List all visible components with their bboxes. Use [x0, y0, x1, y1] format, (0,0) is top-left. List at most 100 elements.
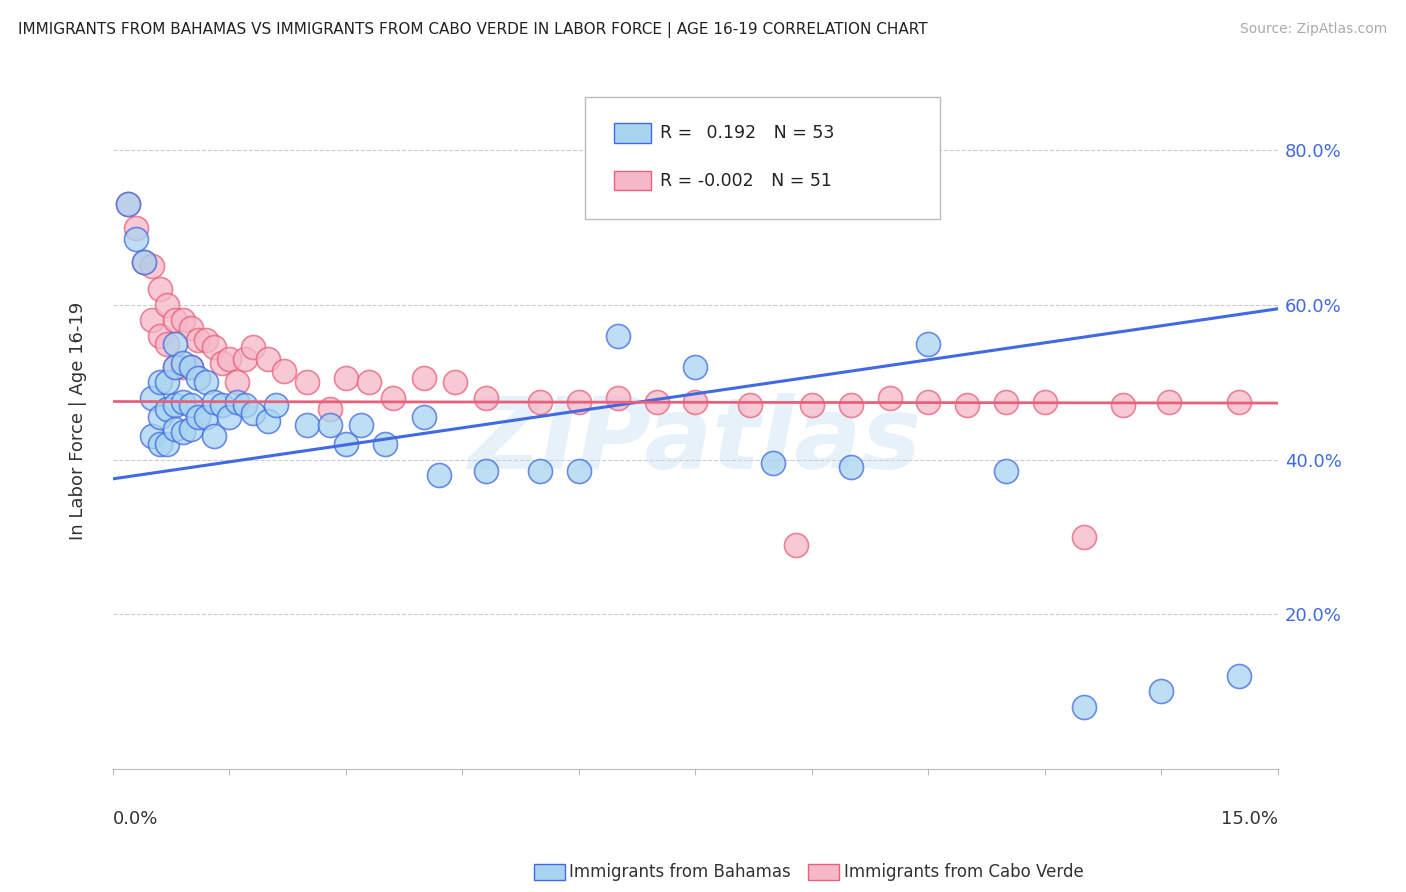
Point [172, 356, 194, 370]
Point [685, 359, 707, 374]
Point [233, 351, 256, 366]
Point [242, 406, 264, 420]
Point [165, 359, 187, 374]
Point [319, 402, 342, 417]
Text: 15.0%: 15.0% [1220, 811, 1278, 829]
Point [141, 259, 163, 273]
Point [202, 340, 225, 354]
Point [211, 398, 233, 412]
Point [195, 409, 218, 424]
Point [956, 398, 979, 412]
Point [917, 394, 939, 409]
Text: ZIPatlas: ZIPatlas [468, 393, 922, 491]
Point [156, 298, 179, 312]
Text: Source: ZipAtlas.com: Source: ZipAtlas.com [1240, 22, 1388, 37]
Point [1159, 394, 1181, 409]
Point [295, 417, 318, 432]
Point [995, 394, 1018, 409]
Point [350, 417, 373, 432]
Point [180, 321, 202, 335]
Point [335, 371, 357, 385]
Point [381, 391, 404, 405]
Point [180, 359, 202, 374]
Point [800, 398, 823, 412]
Point [529, 394, 551, 409]
Point [474, 391, 496, 405]
Point [125, 232, 148, 246]
Point [738, 398, 761, 412]
Point [995, 464, 1018, 478]
Point [474, 464, 496, 478]
FancyBboxPatch shape [585, 97, 941, 219]
Point [529, 464, 551, 478]
Point [172, 425, 194, 440]
Text: IMMIGRANTS FROM BAHAMAS VS IMMIGRANTS FROM CABO VERDE IN LABOR FORCE | AGE 16-19: IMMIGRANTS FROM BAHAMAS VS IMMIGRANTS FR… [18, 22, 928, 38]
Point [606, 391, 628, 405]
Point [785, 537, 807, 551]
Point [762, 456, 785, 470]
Point [187, 409, 209, 424]
Point [1227, 669, 1250, 683]
Point [1111, 398, 1133, 412]
Point [1033, 394, 1056, 409]
Point [165, 359, 187, 374]
Point [148, 282, 170, 296]
Point [156, 402, 179, 417]
Point [839, 460, 862, 475]
Point [242, 340, 264, 354]
Point [165, 336, 187, 351]
Point [879, 391, 901, 405]
Point [374, 437, 396, 451]
Point [180, 398, 202, 412]
Bar [614, 123, 651, 143]
Text: R =  0.192  N = 53: R = 0.192 N = 53 [661, 124, 835, 142]
Point [257, 351, 280, 366]
Point [917, 336, 939, 351]
Point [202, 394, 225, 409]
Point [132, 255, 155, 269]
Text: R = -0.002  N = 51: R = -0.002 N = 51 [661, 171, 832, 189]
Point [233, 398, 256, 412]
Point [202, 429, 225, 443]
Point [264, 398, 287, 412]
Point [568, 394, 591, 409]
Point [156, 437, 179, 451]
Point [141, 391, 163, 405]
Point [156, 336, 179, 351]
Point [165, 421, 187, 435]
Point [180, 359, 202, 374]
Point [645, 394, 668, 409]
Point [257, 414, 280, 428]
Point [295, 375, 318, 389]
Bar [614, 170, 651, 190]
Point [1073, 699, 1095, 714]
Point [148, 375, 170, 389]
Point [148, 409, 170, 424]
Point [443, 375, 465, 389]
Point [335, 437, 357, 451]
Point [218, 409, 240, 424]
Point [117, 197, 139, 211]
Point [125, 220, 148, 235]
Point [148, 437, 170, 451]
Point [187, 333, 209, 347]
Text: 0.0%: 0.0% [112, 811, 159, 829]
Point [172, 313, 194, 327]
Point [1073, 530, 1095, 544]
Point [165, 398, 187, 412]
Point [218, 351, 240, 366]
Point [1150, 684, 1173, 698]
Point [427, 467, 450, 482]
Point [319, 417, 342, 432]
Point [606, 328, 628, 343]
Point [172, 394, 194, 409]
Point [156, 375, 179, 389]
Point [273, 363, 295, 377]
Point [195, 375, 218, 389]
Point [359, 375, 381, 389]
Point [211, 356, 233, 370]
Point [187, 371, 209, 385]
Point [148, 328, 170, 343]
Point [412, 371, 434, 385]
Point [226, 375, 249, 389]
